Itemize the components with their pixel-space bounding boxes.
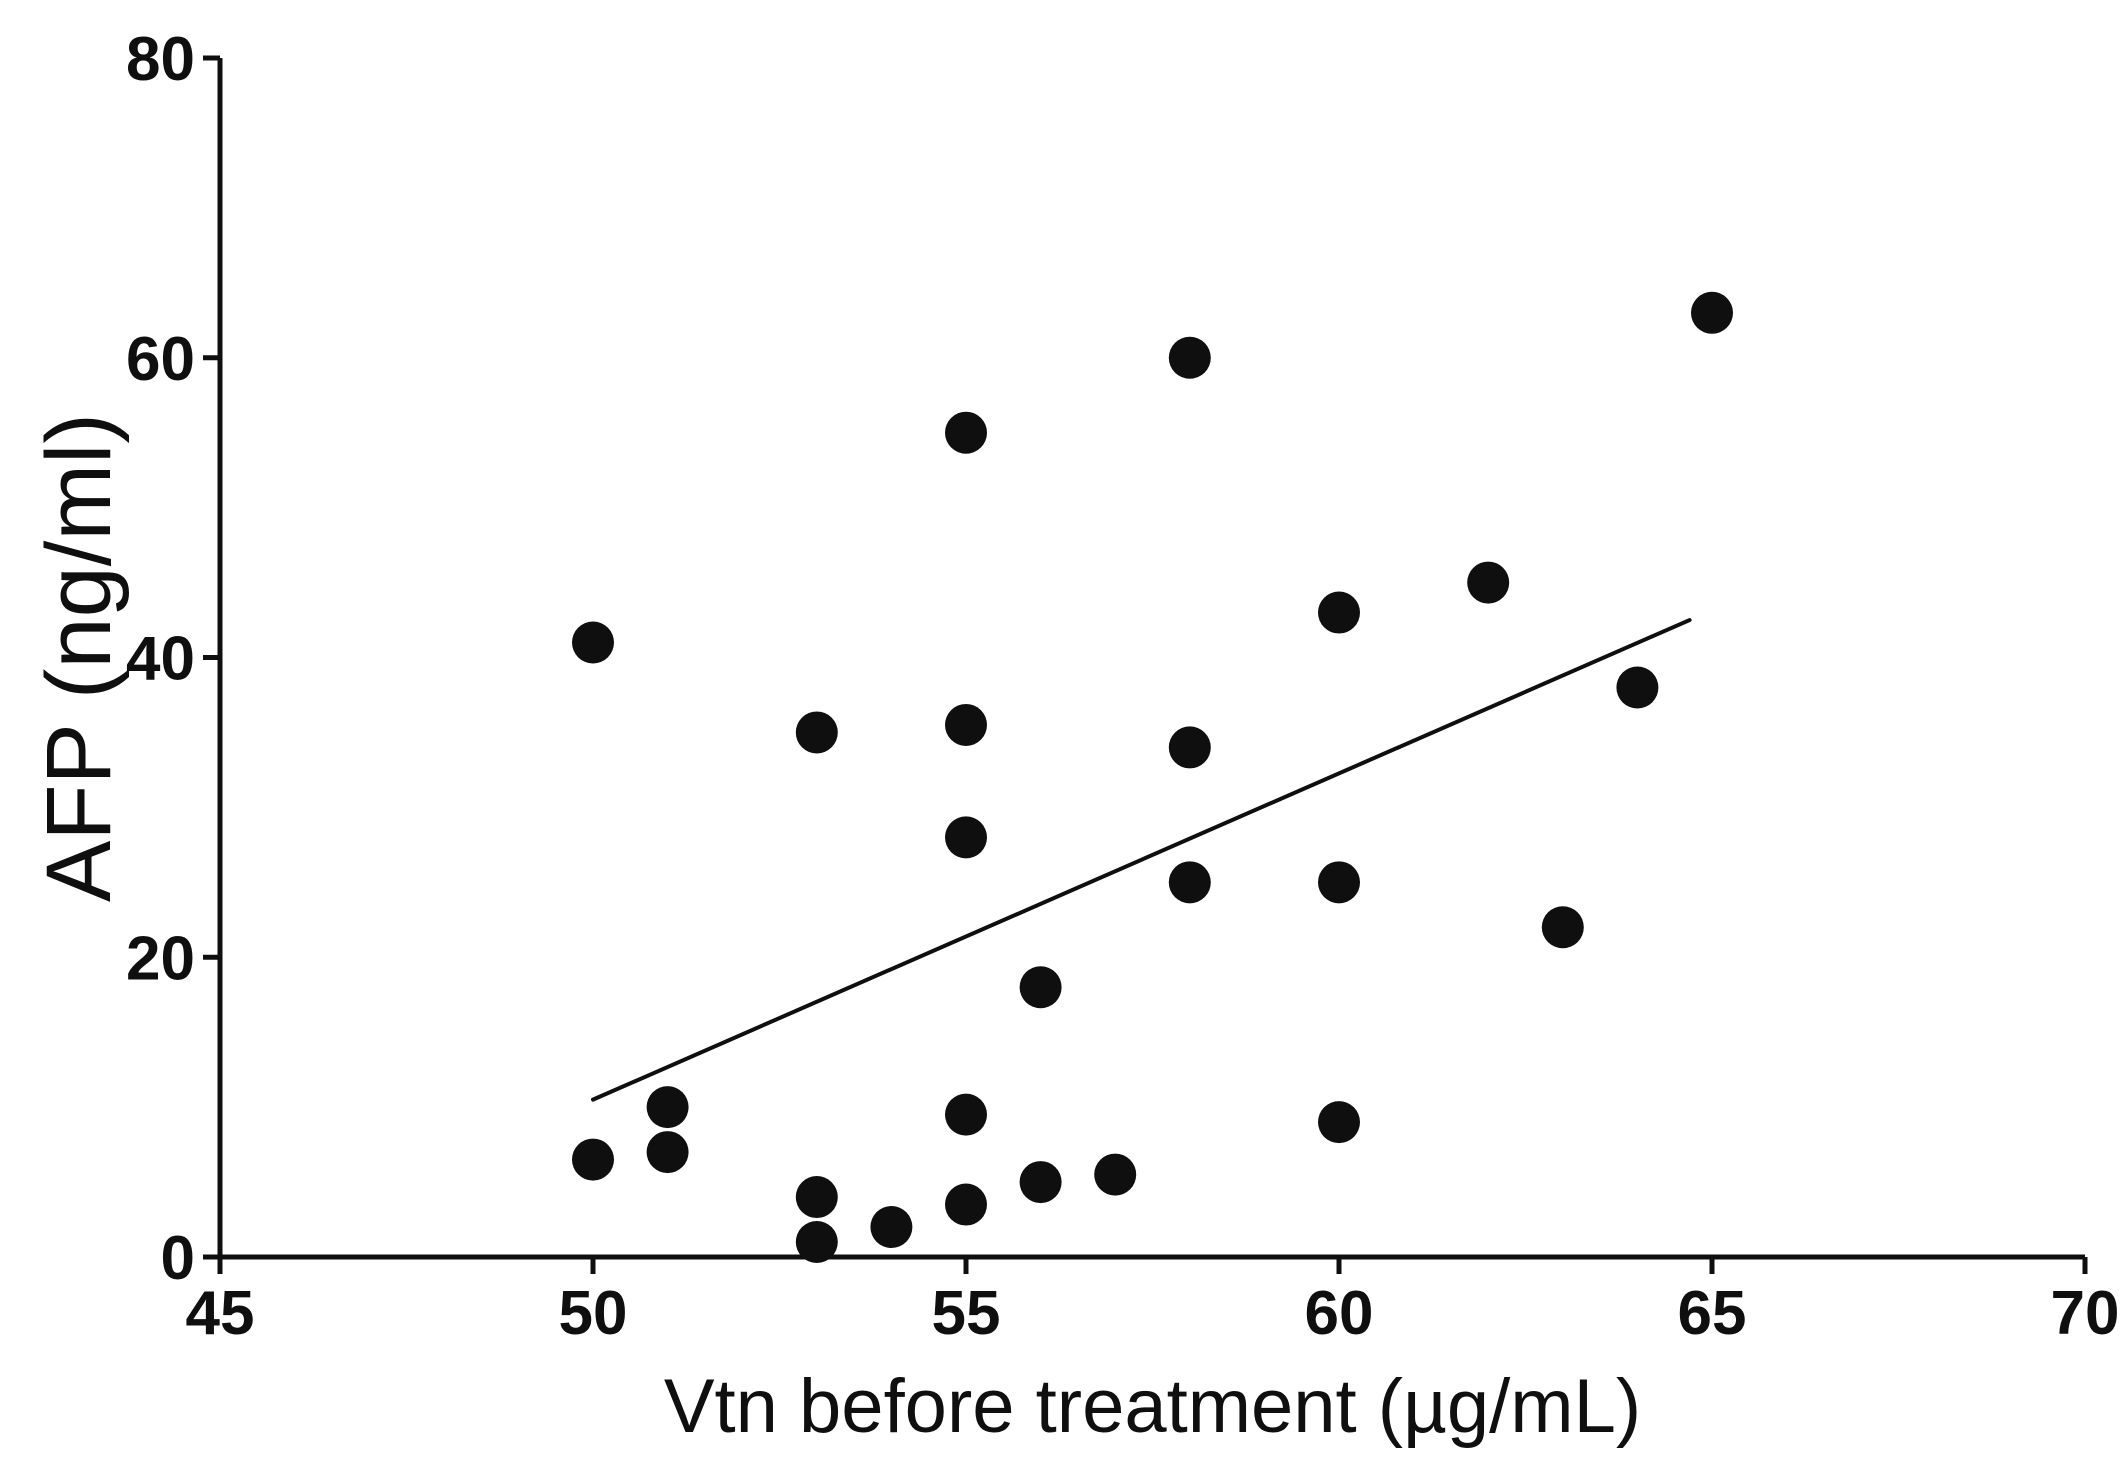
scatter-point bbox=[870, 1206, 913, 1249]
scatter-point bbox=[1019, 966, 1062, 1009]
scatter-point bbox=[1168, 861, 1211, 904]
y-tick-label: 0 bbox=[161, 1224, 195, 1293]
x-tick-label: 55 bbox=[932, 1279, 1001, 1348]
scatter-point bbox=[1168, 726, 1211, 769]
scatter-point bbox=[1541, 906, 1584, 949]
scatter-point bbox=[945, 703, 987, 746]
scatter-point bbox=[1467, 561, 1510, 604]
x-axis-title: Vtn before treatment (µg/mL) bbox=[664, 1364, 1641, 1449]
scatter-point bbox=[1691, 291, 1733, 334]
scatter-point bbox=[1094, 1153, 1137, 1196]
x-tick-label: 70 bbox=[2051, 1279, 2120, 1348]
scatter-point bbox=[1318, 591, 1360, 634]
trend-line bbox=[591, 618, 1692, 1102]
x-tick-label: 60 bbox=[1305, 1279, 1374, 1348]
scatter-point bbox=[572, 1138, 614, 1181]
y-axis-title: AFP (ng/ml) bbox=[28, 413, 130, 902]
y-tick-label: 20 bbox=[126, 924, 195, 993]
x-tick-label: 65 bbox=[1678, 1279, 1747, 1348]
scatter-point bbox=[795, 711, 838, 754]
scatter-point bbox=[1616, 666, 1659, 709]
x-tick-label: 50 bbox=[559, 1279, 628, 1348]
scatter-point bbox=[1318, 861, 1360, 904]
x-tick-label: 45 bbox=[186, 1279, 255, 1348]
scatter-point bbox=[945, 411, 987, 454]
scatter-point bbox=[1019, 1161, 1062, 1204]
y-tick-label: 80 bbox=[126, 25, 195, 94]
scatter-point bbox=[945, 1093, 987, 1136]
scatter-point bbox=[1168, 336, 1211, 379]
y-tick-label: 60 bbox=[126, 325, 195, 394]
scatter-point bbox=[795, 1221, 838, 1264]
scatter-point bbox=[646, 1086, 689, 1129]
scatter-point bbox=[945, 816, 987, 859]
scatter-point bbox=[945, 1183, 987, 1226]
scatter-point bbox=[1318, 1101, 1360, 1144]
scatter-point bbox=[572, 621, 614, 664]
y-tick-label: 40 bbox=[126, 625, 195, 694]
scatter-point bbox=[795, 1176, 838, 1219]
scatter-point bbox=[646, 1131, 689, 1174]
